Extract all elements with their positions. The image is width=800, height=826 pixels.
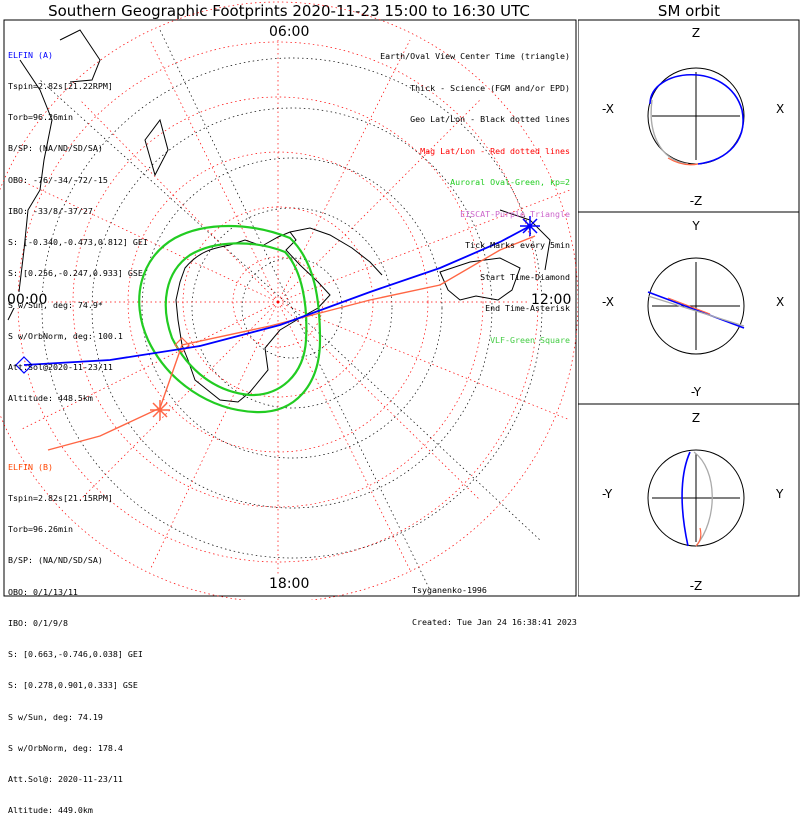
- orbit-b: [650, 99, 689, 165]
- elfin-b-line: S: [0.278,0.901,0.333] GSE: [8, 680, 138, 691]
- panel-3-left: -Y: [602, 487, 613, 501]
- orbit-b: [693, 451, 713, 547]
- elfin-a-line: S w/OrbNorm, deg: 100.1: [8, 330, 123, 341]
- credit-block: Tsyganenko-1996 Created: Tue Jan 24 16:3…: [412, 564, 577, 638]
- legend-item: Tick Marks every 5min: [465, 240, 570, 250]
- antarctic-peninsula: [289, 227, 383, 276]
- elfin-b-line: Torb=96.26min: [8, 524, 73, 535]
- panel-2-bottom: -Y: [691, 385, 702, 399]
- auroral-oval-outer: [138, 224, 322, 414]
- coastlines: [7, 29, 551, 403]
- elfin-a-line: OBO: -76/-34/-72/-15: [8, 174, 108, 185]
- elfin-a-line: S: [-0.340,-0.473,0.812] GEI: [8, 237, 148, 248]
- panel-3-top: Z: [692, 411, 700, 425]
- africa-coast: [499, 209, 551, 271]
- hour-label-top: 06:00: [268, 24, 311, 40]
- south-america-coast: [7, 59, 53, 321]
- geo-grid: [39, 29, 543, 591]
- elfin-a-line: Torb=96.26min: [8, 112, 73, 123]
- elfin-b-path: [47, 235, 536, 451]
- australia-coast: [439, 257, 521, 301]
- hour-label-bottom: 18:00: [268, 576, 311, 592]
- auroral-oval: [138, 224, 322, 414]
- orbit-panel-xz: [647, 67, 745, 166]
- antarctica-coast: [175, 231, 331, 403]
- hour-label-left: 00:00: [6, 292, 49, 308]
- mag-grid: [0, 1, 578, 600]
- elfin-a-path: [23, 225, 531, 366]
- legend-item: VLF-Green Square: [490, 334, 570, 345]
- panel-2-left: -X: [602, 295, 614, 309]
- panel-3-right: Y: [775, 487, 784, 501]
- panel-3-bottom: -Z: [690, 579, 703, 593]
- orbit-panel-title: SM orbit: [657, 2, 721, 20]
- elfin-a-line: B/SP: (NA/ND/SD/SA): [8, 143, 103, 154]
- elfin-a-line: Tspin=2.82s[21.22RPM]: [8, 81, 113, 92]
- credit-created: Created: Tue Jan 24 16:38:41 2023: [412, 616, 577, 627]
- elfin-a-line: Altitude: 448.5km: [8, 393, 93, 404]
- legend-item: Auroral Oval-Green, kp=2: [450, 177, 570, 187]
- elfin-a-line: S: [0.256,-0.247,0.933] GSE: [8, 268, 143, 279]
- credit-author: Tsyganenko-1996: [412, 585, 487, 595]
- elfin-b-line: IBO: 0/1/9/8: [8, 617, 68, 628]
- legend-item: Earth/Oval View Center Time (triangle): [380, 51, 570, 61]
- elfin-a-track: [15, 216, 540, 374]
- orbit-b-seg: [695, 527, 702, 547]
- orbit-panels-border: [578, 19, 800, 597]
- hour-label-right: 12:00: [530, 292, 573, 308]
- elfin-b-line: S w/OrbNorm, deg: 178.4: [8, 742, 123, 753]
- orbit-b-seg: [667, 297, 711, 315]
- auroral-oval-inner: [164, 242, 308, 397]
- elfin-b-line: S: [0.663,-0.746,0.038] GEI: [8, 649, 143, 660]
- earth-circle: [647, 257, 745, 355]
- polar-footprint-map: [0, 1, 578, 600]
- orbit-panel-xy: [647, 257, 745, 355]
- panel-1-left: -X: [602, 102, 614, 116]
- legend-item: EISCAT-Purple Triangle: [460, 208, 570, 219]
- panel-2-right: X: [776, 295, 784, 309]
- south-america-coast-2: [59, 29, 101, 83]
- elfin-b-info: ELFIN (B) Tspin=2.82s[21.15RPM] Torb=96.…: [8, 441, 143, 826]
- elfin-a-name: ELFIN (A): [8, 49, 53, 60]
- elfin-a-line: Att.Sol@2020-11-23/11: [8, 362, 113, 372]
- map-legend: Earth/Oval View Center Time (triangle) T…: [380, 30, 570, 356]
- elfin-b-name: ELFIN (B): [8, 461, 53, 472]
- elfin-b-line: Att.Sol@: 2020-11-23/11: [8, 774, 123, 784]
- orbit-b: [647, 295, 745, 327]
- panel-1-bottom: -Z: [690, 194, 703, 208]
- orbit-a: [649, 74, 744, 165]
- elfin-b-line: Tspin=2.82s[21.15RPM]: [8, 493, 113, 504]
- elfin-a-end-asterisk: [520, 216, 540, 236]
- orbit-panel-yz: [647, 449, 745, 547]
- plot-title: Southern Geographic Footprints 2020-11-2…: [48, 2, 530, 20]
- legend-item: End Time-Asterisk: [485, 303, 570, 313]
- legend-item: Geo Lat/Lon - Black dotted lines: [410, 114, 570, 124]
- panel-1-top: Z: [692, 26, 700, 40]
- new-zealand: [144, 118, 169, 177]
- elfin-a-info: ELFIN (A) Tspin=2.82s[21.22RPM] Torb=96.…: [8, 29, 148, 414]
- orbit-panels: Z -Z -X X Y -Y -X X Z -Z -Y Y: [578, 19, 800, 597]
- elfin-b-line: S w/Sun, deg: 74.19: [8, 711, 103, 722]
- panel-1-right: X: [776, 102, 784, 116]
- elfin-b-line: B/SP: (NA/ND/SD/SA): [8, 555, 103, 566]
- elfin-b-line: Altitude: 449.0km: [8, 805, 93, 816]
- panel-2-top: Y: [691, 219, 700, 233]
- legend-item: Thick - Science (FGM and/or EPD): [410, 82, 570, 93]
- elfin-a-start-diamond: [15, 356, 33, 374]
- elfin-b-line: OBO: 0/1/13/11: [8, 586, 78, 597]
- elfin-b-end-asterisk: [150, 400, 170, 420]
- orbit-a: [681, 451, 691, 547]
- elfin-a-line: IBO: -33/8/-37/27: [8, 205, 93, 216]
- elfin-b-start-diamond: [174, 337, 190, 353]
- map-border: [3, 19, 577, 597]
- orbit-a: [647, 291, 745, 329]
- elfin-b-track: [47, 235, 536, 451]
- elfin-a-line: S w/Sun, deg: 74.9*: [8, 299, 103, 310]
- legend-item: Start Time-Diamond: [480, 271, 570, 282]
- legend-item: Mag Lat/Lon - Red dotted lines: [420, 145, 570, 156]
- orbit-b-seg: [667, 157, 699, 166]
